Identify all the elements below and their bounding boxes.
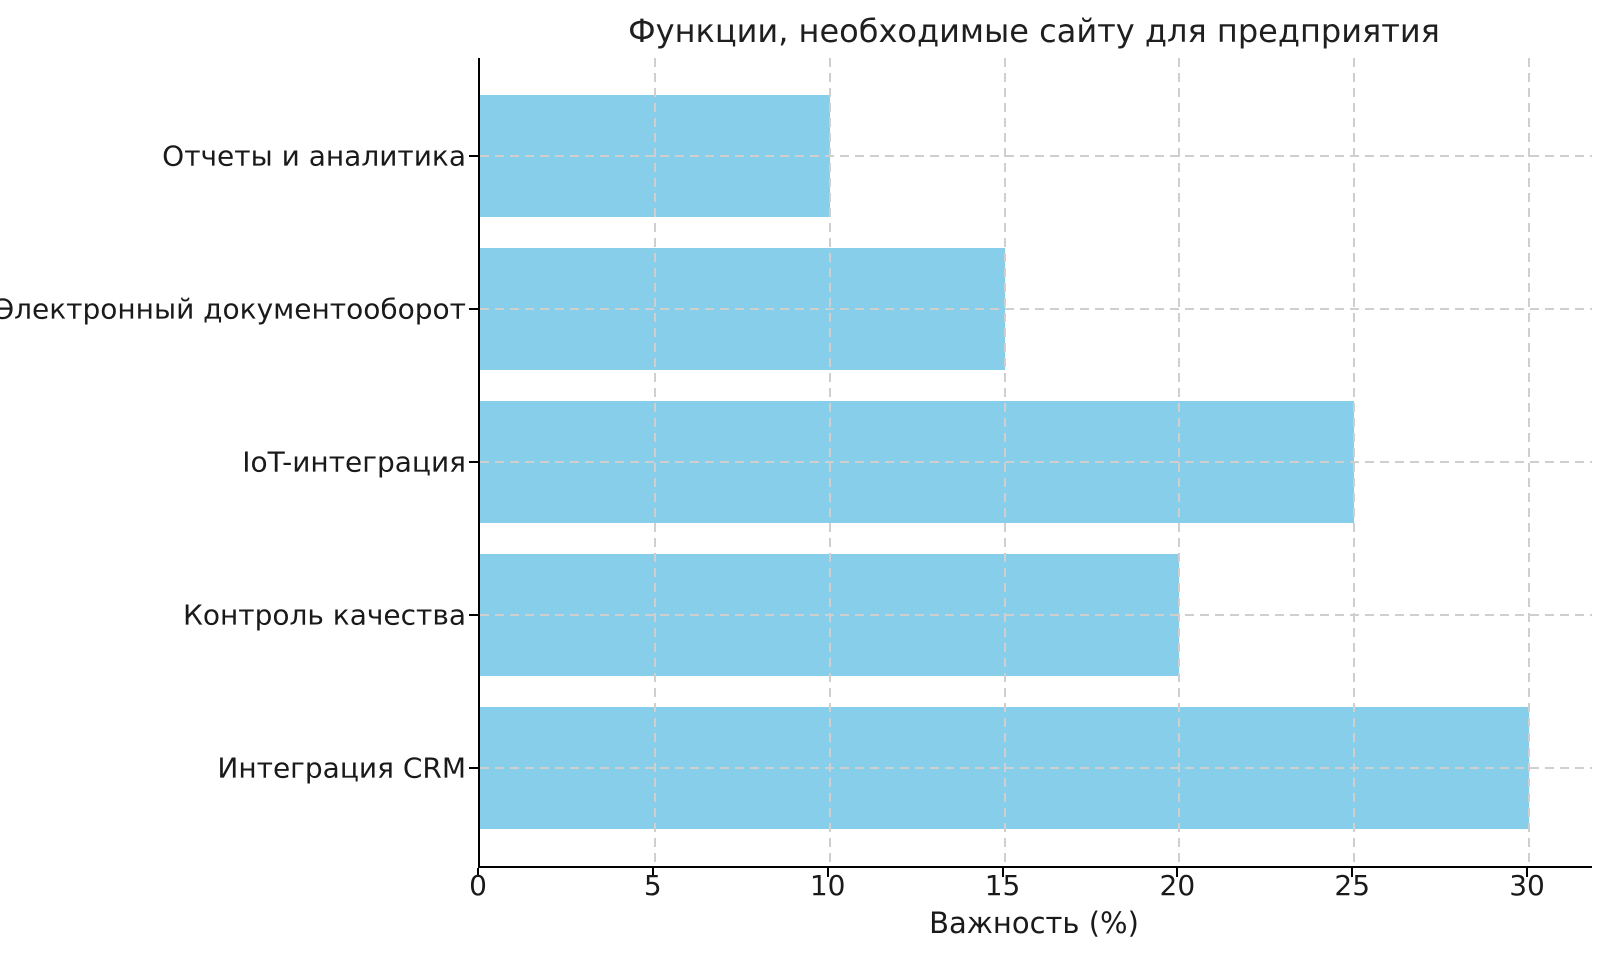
y-tick-0: [469, 154, 478, 157]
gridline-x-5: [653, 58, 656, 866]
x-tick-20: [1176, 868, 1179, 877]
plot-area: [478, 58, 1592, 868]
gridline-x-25: [1353, 58, 1356, 866]
x-tick-label-0: 0: [469, 869, 487, 902]
y-tick-2: [469, 461, 478, 463]
y-category-label-3: Контроль качества: [182, 598, 466, 632]
x-tick-30: [1526, 868, 1529, 877]
x-tick-label-15: 15: [984, 869, 1021, 902]
gridline-y-2: [480, 461, 1592, 463]
x-tick-5: [651, 868, 654, 877]
y-tick-3: [469, 614, 478, 617]
gridline-y-1: [480, 307, 1592, 310]
y-category-label-0: Отчеты и аналитика: [162, 139, 466, 173]
gridline-y-0: [480, 154, 1592, 157]
y-category-label-1: Электронный документооборот: [0, 292, 466, 326]
gridline-y-3: [480, 614, 1592, 617]
x-tick-label-30: 30: [1509, 869, 1545, 902]
chart-title: Функции, необходимые сайту для предприят…: [628, 12, 1440, 50]
gridline-x-10: [828, 58, 831, 866]
y-tick-4: [469, 767, 478, 770]
gridline-x-20: [1178, 58, 1181, 866]
y-tick-1: [469, 307, 478, 310]
x-tick-25: [1351, 868, 1354, 877]
x-tick-15: [1001, 868, 1004, 877]
gridline-x-15: [1003, 58, 1006, 866]
gridline-y-4: [480, 767, 1592, 770]
x-tick-label-10: 10: [809, 869, 846, 902]
x-tick-10: [826, 868, 829, 877]
x-tick-label-20: 20: [1159, 869, 1196, 902]
x-tick-label-5: 5: [643, 869, 662, 902]
gridline-x-30: [1528, 58, 1531, 866]
y-category-label-4: Интеграция CRM: [217, 751, 466, 785]
x-tick-label-25: 25: [1334, 869, 1371, 902]
x-axis-label: Важность (%): [929, 906, 1139, 940]
y-category-label-2: IoT-интеграция: [242, 445, 466, 479]
x-tick-0: [477, 868, 479, 877]
